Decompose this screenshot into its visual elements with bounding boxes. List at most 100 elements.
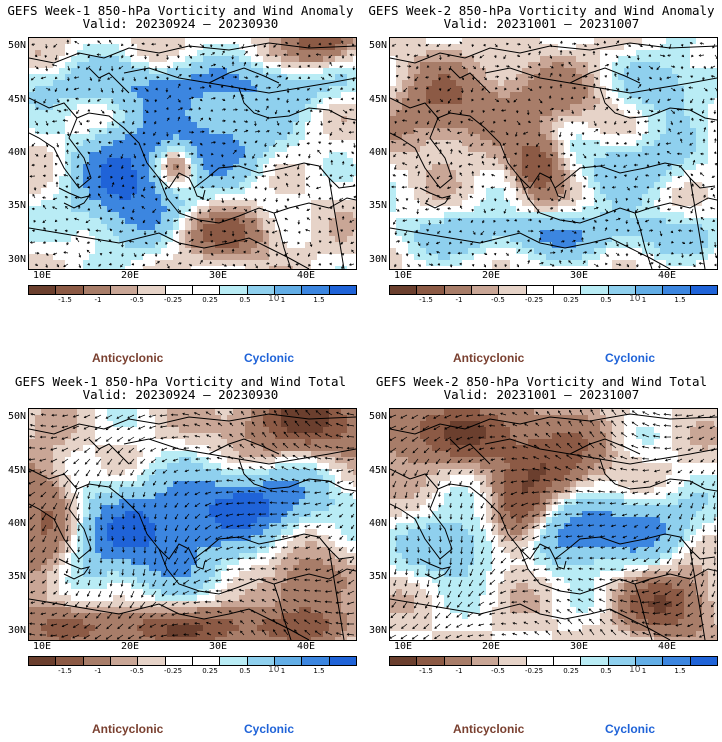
colorbar-swatch — [608, 286, 636, 294]
wind-arrows — [29, 409, 355, 640]
lon-label-10e: 10E — [33, 270, 52, 281]
cyclonic-label: Cyclonic — [244, 351, 295, 365]
colorbar-label: 1 — [641, 667, 647, 675]
colorbar-swatch — [192, 286, 221, 294]
colorbar — [28, 656, 357, 666]
panel-week2-anomaly: GEFS Week-2 850-hPa Vorticity and Wind A… — [361, 0, 722, 371]
anticyclonic-label: Anticyclonic — [92, 351, 164, 365]
colorbar-swatch — [192, 657, 221, 665]
colorbar-swatch — [29, 657, 57, 665]
lon-label-20e: 20E — [121, 641, 140, 652]
anticyclonic-label: Anticyclonic — [453, 351, 525, 365]
lat-label-40n: 40N — [368, 147, 387, 158]
colorbar-swatch — [247, 286, 275, 294]
colorbar-swatch — [444, 286, 472, 294]
vorticity-shading — [29, 409, 356, 640]
panel-valid-dates: Valid: 20231001 – 20231007 — [443, 16, 640, 31]
lat-label-50n: 50N — [7, 411, 26, 422]
lon-label-30e: 30E — [570, 641, 589, 652]
colorbar-label: -1.5 — [419, 667, 433, 675]
colorbar-swatch — [390, 657, 418, 665]
vorticity-shading — [390, 38, 717, 269]
panel-title: GEFS Week-2 850-hPa Vorticity and Wind A… — [368, 3, 715, 18]
colorbar-swatch — [302, 286, 330, 294]
colorbar-swatch — [274, 657, 303, 665]
lon-label-40e: 40E — [297, 641, 316, 652]
lon-label-20e: 20E — [121, 270, 140, 281]
colorbar-swatch — [581, 286, 609, 294]
panel-valid-dates: Valid: 20230924 – 20230930 — [82, 16, 279, 31]
colorbar-label: 1.5 — [313, 296, 325, 304]
colorbar-label: -1 — [455, 296, 463, 304]
colorbar-label: 1 — [641, 296, 647, 304]
colorbar-swatch — [471, 657, 500, 665]
colorbar-label: 0.25 — [202, 296, 218, 304]
lat-label-50n: 50N — [7, 40, 26, 51]
colorbar-swatch — [110, 286, 139, 294]
lat-label-50n: 50N — [368, 40, 387, 51]
colorbar-swatch — [56, 657, 84, 665]
colorbar-label: -0.25 — [524, 667, 544, 675]
colorbar-swatch — [165, 286, 193, 294]
colorbar-swatch — [417, 657, 445, 665]
colorbar-swatch — [220, 657, 248, 665]
colorbar-swatch — [444, 657, 472, 665]
lat-label-35n: 35N — [7, 571, 26, 582]
colorbar-label: -0.5 — [130, 667, 144, 675]
colorbar-label: -1.5 — [58, 296, 72, 304]
colorbar-label: 1 — [280, 296, 286, 304]
wind-arrows — [390, 40, 717, 269]
lon-label-40e: 40E — [297, 270, 316, 281]
colorbar-swatch — [417, 286, 445, 294]
map-canvas — [29, 38, 356, 269]
lat-label-30n: 30N — [7, 254, 26, 265]
lon-label-20e: 20E — [482, 270, 501, 281]
colorbar-unit: 10 — [268, 665, 280, 675]
wind-arrows — [29, 39, 356, 269]
colorbar-swatch — [471, 286, 500, 294]
vorticity-map — [389, 37, 718, 270]
colorbar-swatch — [499, 286, 527, 294]
panel-week1-total: GEFS Week-1 850-hPa Vorticity and Wind T… — [0, 371, 361, 742]
colorbar-swatch — [329, 286, 356, 294]
map-canvas — [29, 409, 356, 640]
cyclonic-label: Cyclonic — [244, 722, 295, 736]
colorbar-swatch — [690, 286, 717, 294]
lat-label-40n: 40N — [7, 518, 26, 529]
colorbar-label: -0.25 — [524, 296, 544, 304]
wind-arrows — [390, 409, 717, 640]
colorbar-swatch — [553, 286, 582, 294]
colorbar-unit: 10 — [268, 294, 280, 304]
vorticity-map — [28, 37, 357, 270]
colorbar-label: 0.5 — [239, 667, 251, 675]
colorbar-swatch — [690, 657, 717, 665]
colorbar-swatch — [110, 657, 139, 665]
lon-label-10e: 10E — [394, 270, 413, 281]
vorticity-shading — [29, 38, 356, 269]
colorbar-label: -0.25 — [163, 667, 183, 675]
cyclonic-label: Cyclonic — [605, 351, 656, 365]
lon-label-10e: 10E — [33, 641, 52, 652]
lat-label-45n: 45N — [368, 465, 387, 476]
vorticity-map — [389, 408, 718, 641]
lat-label-50n: 50N — [368, 411, 387, 422]
lat-label-45n: 45N — [368, 94, 387, 105]
colorbar-swatch — [274, 286, 303, 294]
lat-label-30n: 30N — [368, 254, 387, 265]
colorbar-swatch — [138, 286, 166, 294]
colorbar-label: 0.5 — [600, 296, 612, 304]
lon-label-40e: 40E — [658, 641, 677, 652]
cyclonic-label: Cyclonic — [605, 722, 656, 736]
colorbar-swatch — [138, 657, 166, 665]
colorbar-label: 0.5 — [239, 296, 251, 304]
vorticity-map — [28, 408, 357, 641]
lon-label-40e: 40E — [658, 270, 677, 281]
colorbar-label: 0.25 — [563, 296, 579, 304]
panel-week1-anomaly: GEFS Week-1 850-hPa Vorticity and Wind A… — [0, 0, 361, 371]
panel-title: GEFS Week-1 850-hPa Vorticity and Wind A… — [7, 3, 354, 18]
lat-label-45n: 45N — [7, 94, 26, 105]
anticyclonic-label: Anticyclonic — [453, 722, 525, 736]
colorbar-swatch — [302, 657, 330, 665]
colorbar-label: -1.5 — [58, 667, 72, 675]
colorbar-swatch — [56, 286, 84, 294]
